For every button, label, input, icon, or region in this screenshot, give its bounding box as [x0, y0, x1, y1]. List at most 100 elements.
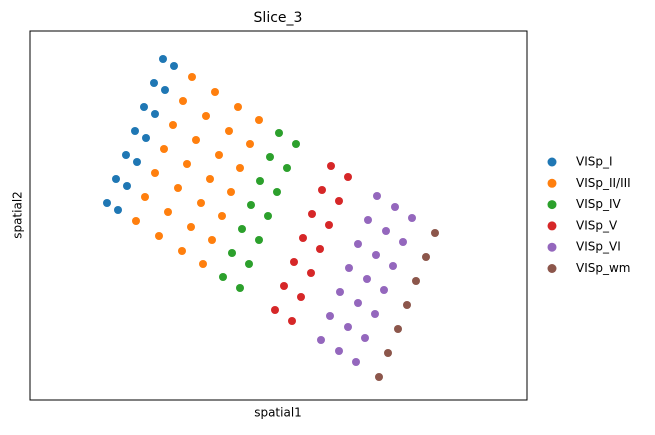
point [141, 193, 149, 201]
point [236, 284, 244, 292]
point [271, 306, 279, 314]
point [354, 299, 362, 307]
legend-marker [547, 242, 557, 252]
point [131, 127, 139, 135]
point [283, 164, 291, 172]
point [123, 182, 131, 190]
point [380, 286, 388, 294]
point [140, 103, 148, 111]
point [218, 212, 226, 220]
point [344, 323, 352, 331]
point [160, 145, 168, 153]
point [247, 201, 255, 209]
point [266, 153, 274, 161]
point [169, 121, 177, 129]
point [151, 169, 159, 177]
point [408, 214, 416, 222]
point [197, 199, 205, 207]
point [150, 79, 158, 87]
point [178, 247, 186, 255]
point [317, 336, 325, 344]
point [327, 162, 335, 170]
point [219, 273, 227, 281]
point [345, 264, 353, 272]
point [273, 188, 281, 196]
chart-title: Slice_3 [254, 10, 303, 26]
point [275, 129, 283, 137]
point [389, 262, 397, 270]
point [382, 227, 390, 235]
point [164, 208, 172, 216]
point [307, 269, 315, 277]
point [170, 62, 178, 70]
point [280, 282, 288, 290]
legend-label: VISp_IV [576, 197, 622, 211]
point [299, 234, 307, 242]
legend-label: VISp_VI [576, 240, 621, 254]
point [391, 203, 399, 211]
legend-label: VISp_I [576, 155, 613, 169]
legend-marker [547, 221, 557, 231]
point [114, 206, 122, 214]
legend-marker [547, 178, 557, 188]
point [192, 136, 200, 144]
point [394, 325, 402, 333]
point [228, 249, 236, 257]
point [352, 358, 360, 366]
point [363, 275, 371, 283]
legend-label: VISp_II/III [576, 176, 631, 190]
legend-marker [547, 264, 557, 273]
point [255, 236, 263, 244]
point [234, 103, 242, 111]
point [142, 134, 150, 142]
point [361, 334, 369, 342]
point [344, 173, 352, 181]
point [373, 192, 381, 200]
point [174, 184, 182, 192]
plot-frame [29, 30, 528, 401]
point [375, 373, 383, 381]
point [227, 188, 235, 196]
legend-marker [547, 200, 557, 210]
point [422, 253, 430, 261]
point [371, 310, 379, 318]
point [256, 177, 264, 185]
point [151, 110, 159, 118]
point [290, 258, 298, 266]
point [215, 151, 223, 159]
point [297, 293, 305, 301]
point [288, 317, 296, 325]
point [103, 199, 111, 207]
point [206, 175, 214, 183]
point [364, 216, 372, 224]
point [431, 229, 439, 237]
legend-marker [547, 157, 557, 167]
point [316, 245, 324, 253]
point [211, 88, 219, 96]
point [403, 301, 411, 309]
point [133, 158, 141, 166]
x-axis-label: spatial1 [254, 406, 302, 420]
point [208, 236, 216, 244]
point [202, 112, 210, 120]
point [292, 140, 300, 148]
point [325, 221, 333, 229]
legend-label: VISp_V [576, 218, 618, 232]
point [318, 186, 326, 194]
point [336, 288, 344, 296]
point [225, 127, 233, 135]
point [372, 251, 380, 259]
point [335, 197, 343, 205]
point [399, 238, 407, 246]
y-axis-label: spatial2 [11, 191, 25, 239]
point [255, 116, 263, 124]
point [246, 140, 254, 148]
point [155, 232, 163, 240]
point [187, 223, 195, 231]
point [326, 312, 334, 320]
point [112, 175, 120, 183]
point [354, 240, 362, 248]
point [188, 73, 196, 81]
point [335, 347, 343, 355]
